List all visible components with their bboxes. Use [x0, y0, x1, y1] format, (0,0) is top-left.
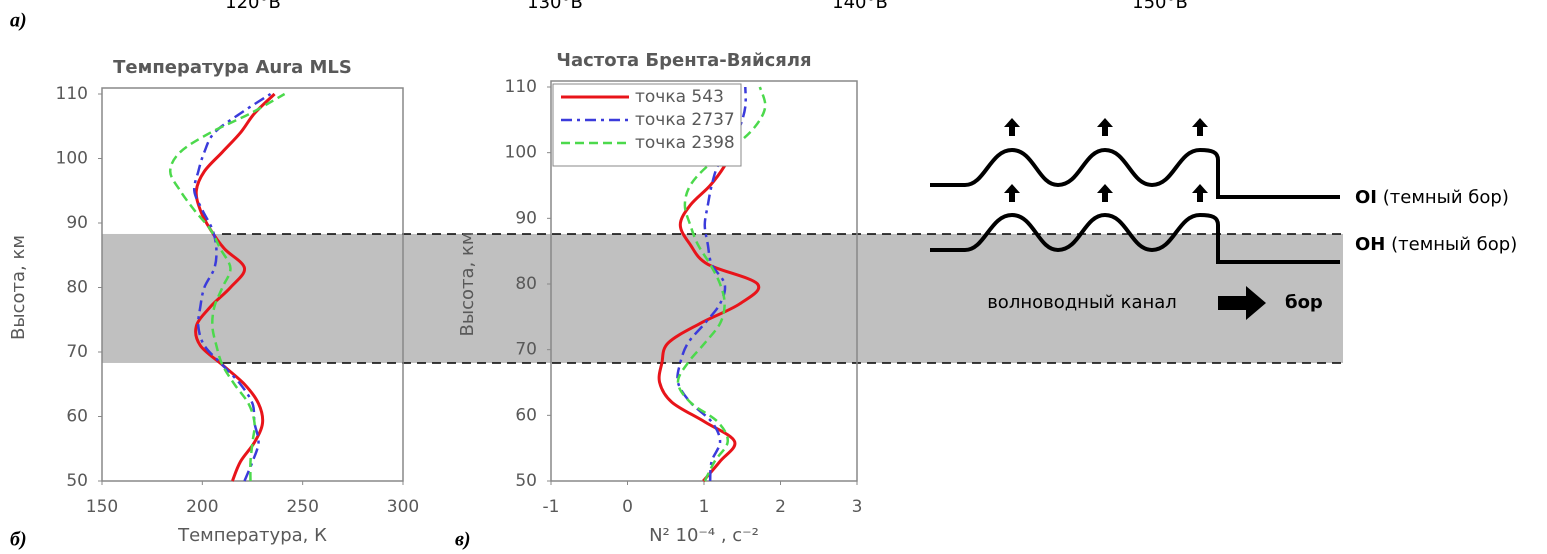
- figure: OI (темный бор) OH (темный бор) волновод…: [0, 0, 1547, 554]
- top-longitude: 120°В: [225, 0, 281, 13]
- x-tick-label: 300: [387, 497, 419, 517]
- y-tick-label: 50: [515, 471, 537, 491]
- legend-label: точка 2737: [635, 110, 735, 130]
- oi-label: OI (темный бор): [1355, 187, 1509, 208]
- y-tick-label: 80: [515, 274, 537, 294]
- y-tick-label: 100: [505, 143, 537, 163]
- x-tick-label: 0: [622, 497, 633, 517]
- y-tick-label: 110: [505, 77, 537, 97]
- x-axis-label: N² 10⁻⁴ , с⁻²: [649, 525, 759, 546]
- legend: точка 543 точка 2737 точка 2398: [553, 84, 741, 166]
- chart-title: Частота Брента-Вяйсяля: [556, 50, 811, 71]
- y-tick-label: 90: [66, 213, 88, 233]
- y-tick-label: 60: [66, 407, 88, 427]
- channel-label: волноводный канал: [987, 292, 1177, 313]
- y-tick-label: 70: [66, 342, 88, 362]
- y-tick-label: 110: [56, 84, 88, 104]
- oh-text: (темный бор): [1391, 234, 1517, 255]
- oi-text: (темный бор): [1383, 187, 1509, 208]
- y-tick-label: 50: [66, 471, 88, 491]
- x-tick-label: 2: [775, 497, 786, 517]
- y-tick-label: 60: [515, 405, 537, 425]
- x-tick-label: 3: [852, 497, 863, 517]
- y-tick-label: 80: [66, 278, 88, 298]
- x-tick-label: 200: [186, 497, 218, 517]
- x-tick-label: 250: [286, 497, 318, 517]
- legend-label: точка 2398: [635, 133, 735, 153]
- x-axis-label: Температура, К: [177, 525, 327, 546]
- y-axis-label: Высота, км: [8, 235, 29, 340]
- panel-label: б): [10, 529, 27, 551]
- y-tick-label: 90: [515, 208, 537, 228]
- oi-wave: [930, 150, 1340, 197]
- oh-bold: OH: [1355, 234, 1385, 255]
- bore-label: бор: [1285, 292, 1323, 313]
- legend-label: точка 543: [635, 87, 724, 107]
- top-longitude: 130°В: [527, 0, 583, 13]
- top-longitude: 150°В: [1132, 0, 1188, 13]
- panel-label: а): [10, 10, 27, 32]
- x-tick-label: -1: [543, 497, 560, 517]
- oi-bold: OI: [1355, 187, 1377, 208]
- x-tick-label: 150: [86, 497, 118, 517]
- y-tick-label: 100: [56, 149, 88, 169]
- oh-label: OH (темный бор): [1355, 234, 1517, 255]
- y-axis-label: Высота, км: [457, 232, 478, 337]
- x-tick-label: 1: [699, 497, 710, 517]
- top-longitude: 140°В: [832, 0, 888, 13]
- y-tick-label: 70: [515, 340, 537, 360]
- panel-label: в): [455, 529, 471, 551]
- chart-title: Температура Aura MLS: [113, 57, 352, 78]
